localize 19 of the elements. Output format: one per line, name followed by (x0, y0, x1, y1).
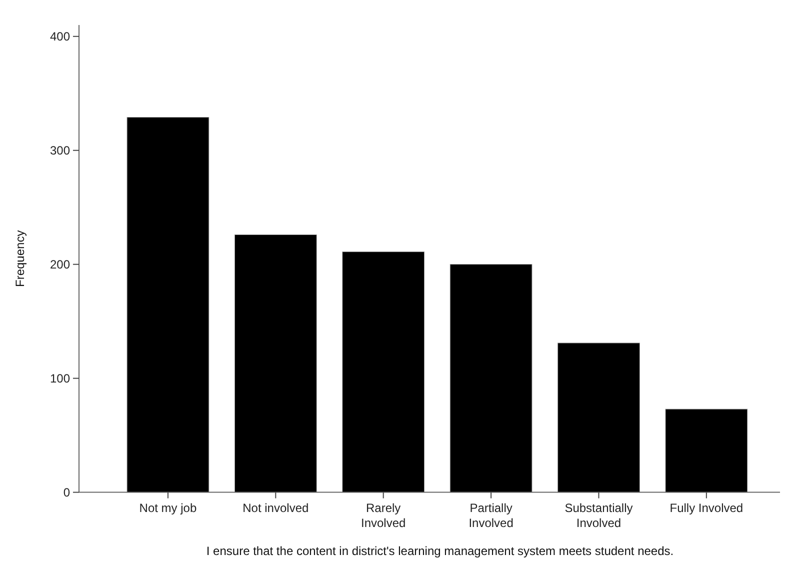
bar (665, 408, 748, 493)
bar (126, 117, 210, 493)
x-tick-label: Substantially Involved (564, 501, 633, 530)
y-axis-title: Frequency (13, 230, 27, 287)
y-tick-label: 200 (50, 258, 70, 272)
bar (342, 252, 425, 493)
bar (450, 264, 532, 493)
y-tick-label: 300 (50, 144, 70, 158)
x-tick-label: Not my job (139, 501, 197, 515)
x-tick-label: Rarely Involved (361, 501, 406, 530)
y-tick-label: 0 (63, 486, 70, 500)
x-axis-title: I ensure that the content in district's learning management system meets student needs. (206, 544, 674, 558)
x-tick-label: Partially Involved (468, 501, 514, 530)
y-tick-label: 100 (50, 372, 70, 386)
y-tick-label: 400 (50, 30, 70, 44)
bar (558, 342, 640, 493)
bar (234, 234, 317, 493)
x-tick-label: Fully Involved (670, 501, 744, 515)
x-tick-label: Not involved (242, 501, 309, 515)
